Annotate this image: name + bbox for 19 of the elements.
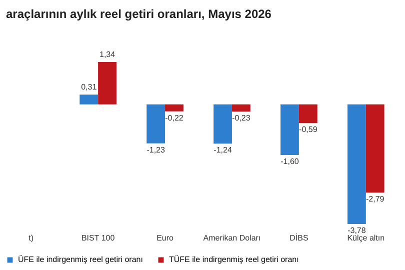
data-label: -1,60 bbox=[280, 157, 300, 166]
x-tick-label: Külçe altın bbox=[347, 234, 385, 242]
x-tick-label: t) bbox=[28, 234, 34, 242]
data-label: -0,59 bbox=[299, 125, 318, 134]
data-label: 1,34 bbox=[99, 50, 116, 59]
legend-label: ÜFE ile indirgenmiş reel getiri oranı bbox=[18, 255, 143, 264]
data-label: -3,78 bbox=[348, 226, 366, 235]
x-tick-label: Euro bbox=[156, 234, 174, 242]
data-label: -2,79 bbox=[366, 194, 385, 204]
x-tick-label: Amerikan Doları bbox=[203, 234, 261, 242]
data-label: -1,23 bbox=[146, 145, 166, 154]
data-label: -0,22 bbox=[165, 113, 184, 122]
data-label: 0,31 bbox=[81, 82, 98, 92]
data-label: -1,24 bbox=[214, 146, 232, 155]
legend-label: TÜFE ile indirgenmiş reel getiri oranı bbox=[169, 255, 299, 264]
x-tick-label: DİBS bbox=[290, 234, 308, 242]
chart-title: araçlarının aylık reel getiri oranları, Mayıs 2026 bbox=[6, 7, 272, 21]
data-label: -0,23 bbox=[232, 114, 251, 123]
x-tick-label: BIST 100 bbox=[81, 234, 116, 242]
